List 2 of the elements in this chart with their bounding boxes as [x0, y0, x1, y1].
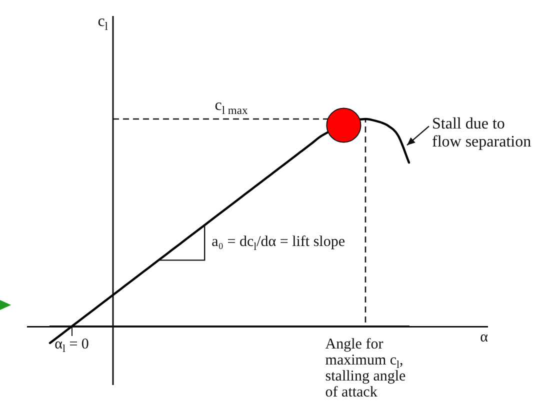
x-axis-title: α [480, 329, 488, 346]
text: Stall due to flow separation [432, 115, 532, 150]
